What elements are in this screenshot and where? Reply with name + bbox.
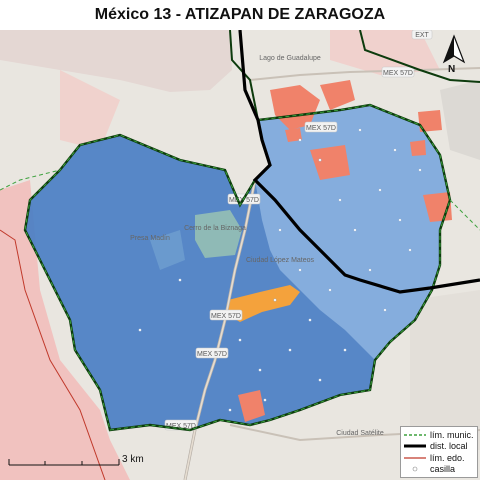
road-label: MEX 57D xyxy=(197,351,227,358)
neighbor-state-west xyxy=(0,180,130,480)
municipal-limit-line xyxy=(449,199,480,231)
legend-item: lím. munic. xyxy=(404,429,474,441)
map-canvas[interactable]: MEX 57D MEX 57D MEX 57D MEX 57D MEX 57D … xyxy=(0,30,480,480)
highlight-orange-block xyxy=(228,285,300,322)
scale-bar-graphic xyxy=(8,459,120,466)
place-label: Ciudad López Mateos xyxy=(246,257,315,264)
highlight-block xyxy=(418,110,442,132)
legend-label: casilla xyxy=(430,464,456,475)
municipal-limit-line xyxy=(24,104,451,431)
district-subarea-east xyxy=(255,105,450,360)
casilla-swatch xyxy=(404,465,426,473)
district-subarea-west xyxy=(150,230,185,270)
highlight-block xyxy=(310,145,350,180)
place-label: Lago de Guadalupe xyxy=(259,55,321,62)
place-label: Ciudad Satélite xyxy=(336,430,384,437)
road-label: MEX 57D xyxy=(383,70,413,77)
urban-patch-se xyxy=(410,290,480,450)
local-district-line xyxy=(238,30,480,294)
road-north xyxy=(249,67,480,81)
north-label: N xyxy=(448,64,456,75)
highlight-block xyxy=(320,80,355,110)
urban-patch-east xyxy=(440,80,480,160)
scale-label: 3 km xyxy=(122,454,144,465)
casilla-markers xyxy=(138,128,422,412)
municipal-limit-line xyxy=(229,30,259,121)
state-limit-line xyxy=(0,229,106,480)
legend-label: dist. local xyxy=(430,441,468,452)
road-label: MEX 57D xyxy=(211,313,241,320)
state-limit-swatch xyxy=(404,454,426,462)
municipal-limit-line xyxy=(0,169,61,191)
place-label: Presa Madín xyxy=(130,235,170,242)
neighbor-area-north xyxy=(0,30,232,92)
scale-bar: 3 km xyxy=(8,454,148,476)
legend-label: lím. edo. xyxy=(430,452,465,463)
reservoir-area xyxy=(195,210,242,258)
road-label: MEX 57D xyxy=(166,423,196,430)
north-arrow-icon xyxy=(442,34,466,64)
legend-item: lím. edo. xyxy=(404,452,474,464)
north-arrow: N xyxy=(436,34,472,80)
road-label: EXT xyxy=(415,32,429,39)
map-title: México 13 - ATIZAPAN DE ZARAGOZA xyxy=(94,6,386,23)
municipal-limit-swatch xyxy=(404,431,426,439)
urban-patch-nw xyxy=(60,70,120,150)
legend-item: dist. local xyxy=(404,441,474,453)
road-label: MEX 57D xyxy=(306,125,336,132)
highlight-block xyxy=(410,140,426,156)
municipal-limit-line xyxy=(359,30,480,83)
title-bar: México 13 - ATIZAPAN DE ZARAGOZA xyxy=(0,0,480,30)
map-frame[interactable]: MEX 57D MEX 57D MEX 57D MEX 57D MEX 57D … xyxy=(0,30,480,480)
place-label: Cerro de la Biznaga xyxy=(184,225,246,232)
highlight-block xyxy=(270,85,320,130)
legend: lím. munic. dist. local lím. edo. casill… xyxy=(400,426,478,478)
highlight-block xyxy=(238,390,265,422)
legend-label: lím. munic. xyxy=(430,429,474,440)
urban-patch-ne xyxy=(330,30,440,75)
legend-item: casilla xyxy=(404,464,474,476)
highlight-block xyxy=(285,128,302,142)
local-district-swatch xyxy=(404,442,426,450)
